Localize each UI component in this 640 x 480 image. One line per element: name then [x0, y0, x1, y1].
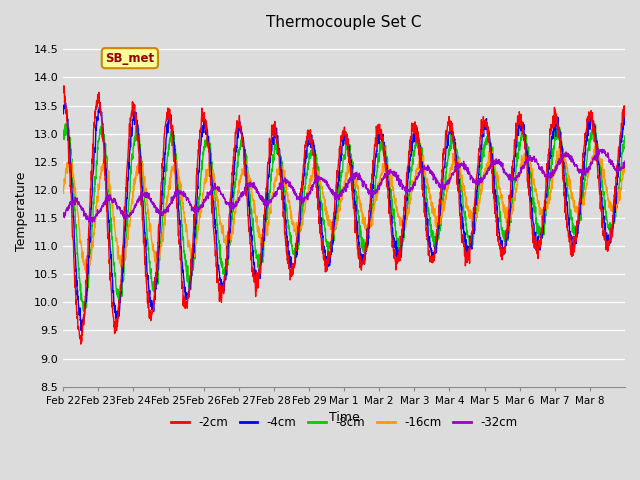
-4cm	[60, 111, 67, 117]
-16cm	[318, 184, 326, 190]
-2cm	[333, 168, 340, 173]
-2cm	[605, 240, 613, 246]
X-axis label: Time: Time	[329, 411, 360, 424]
-2cm	[60, 84, 67, 89]
Legend: -2cm, -4cm, -8cm, -16cm, -32cm: -2cm, -4cm, -8cm, -16cm, -32cm	[166, 411, 522, 433]
-8cm	[80, 309, 88, 314]
-32cm	[605, 160, 613, 166]
-8cm	[605, 227, 613, 232]
Line: -8cm: -8cm	[63, 123, 625, 312]
-16cm	[88, 242, 96, 248]
-8cm	[60, 136, 67, 142]
-8cm	[88, 223, 96, 229]
-32cm	[333, 196, 340, 202]
-32cm	[88, 215, 95, 220]
Title: Thermocouple Set C: Thermocouple Set C	[266, 15, 422, 30]
-32cm	[502, 170, 509, 176]
-4cm	[78, 328, 86, 334]
-16cm	[621, 162, 629, 168]
-32cm	[595, 145, 602, 151]
-4cm	[502, 237, 510, 242]
Y-axis label: Temperature: Temperature	[15, 171, 28, 251]
Line: -16cm: -16cm	[63, 146, 625, 273]
-16cm	[556, 144, 563, 149]
-4cm	[605, 239, 613, 245]
-32cm	[318, 175, 326, 181]
-16cm	[82, 270, 90, 276]
-4cm	[88, 193, 96, 199]
-4cm	[97, 100, 104, 106]
-8cm	[318, 203, 326, 209]
-2cm	[318, 238, 326, 244]
-2cm	[77, 341, 84, 347]
-8cm	[333, 213, 340, 218]
-4cm	[318, 232, 326, 238]
Line: -2cm: -2cm	[63, 86, 625, 344]
Line: -4cm: -4cm	[63, 103, 625, 331]
-4cm	[333, 193, 340, 199]
-32cm	[88, 219, 96, 225]
-8cm	[63, 120, 71, 126]
-2cm	[502, 235, 510, 241]
-16cm	[605, 205, 613, 211]
Line: -32cm: -32cm	[63, 148, 625, 222]
-8cm	[621, 133, 629, 139]
-2cm	[88, 160, 96, 166]
-16cm	[333, 222, 340, 228]
-16cm	[605, 197, 613, 203]
-8cm	[502, 236, 510, 242]
-2cm	[605, 242, 613, 248]
-2cm	[60, 83, 68, 89]
-32cm	[621, 158, 629, 164]
-16cm	[502, 209, 509, 215]
-8cm	[605, 224, 613, 229]
-16cm	[60, 183, 67, 189]
-4cm	[605, 236, 613, 242]
-2cm	[621, 114, 629, 120]
Text: SB_met: SB_met	[106, 52, 154, 65]
-32cm	[605, 157, 613, 163]
-4cm	[621, 119, 629, 125]
-32cm	[60, 212, 67, 218]
